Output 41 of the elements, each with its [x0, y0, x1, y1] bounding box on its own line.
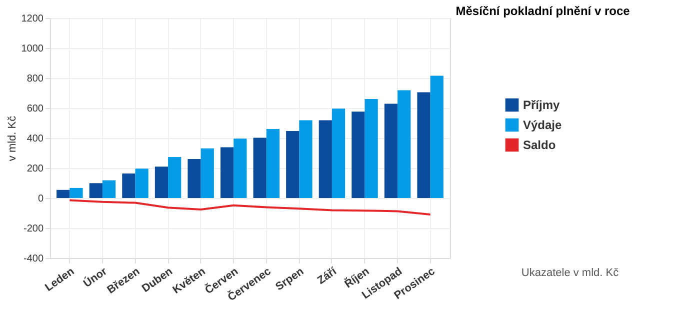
bar: [135, 168, 148, 198]
line-series: [68, 199, 432, 216]
legend-label: Saldo: [523, 138, 556, 152]
bar: [318, 120, 332, 198]
bar: [200, 148, 214, 198]
bar: [417, 92, 430, 198]
bar: [102, 180, 116, 198]
y-tick-label: 400: [26, 134, 44, 144]
y-axis-title: v mld. Kč: [6, 115, 18, 162]
y-tick-label: 1200: [21, 14, 44, 24]
legend-label: Příjmy: [523, 98, 560, 112]
bar: [188, 159, 201, 198]
bar: [253, 138, 266, 198]
bar: [234, 138, 247, 198]
y-tick-label: -400: [23, 254, 44, 264]
text: Měsíční pokladní plnění v roce: [456, 4, 630, 18]
x-tick-label: Září: [315, 264, 340, 287]
bar: [430, 76, 444, 198]
bar: [384, 104, 398, 198]
y-tick-label: 600: [26, 104, 44, 114]
bar: [122, 174, 136, 198]
bar: [398, 90, 411, 198]
bar: [168, 157, 182, 198]
bar: [286, 130, 300, 198]
bar: [56, 190, 70, 198]
y-tick-label: -200: [23, 224, 44, 234]
bar: [220, 147, 234, 198]
bar: [364, 99, 378, 198]
bar: [332, 108, 346, 198]
text: Ukazatele v mld. Kč: [521, 267, 620, 279]
bar: [89, 183, 102, 198]
y-tick-label: 1000: [21, 44, 44, 54]
legend-label: Výdaje: [523, 118, 562, 132]
bar: [154, 166, 168, 198]
bar: [352, 112, 365, 198]
bar: [266, 129, 280, 198]
y-tick-label: 800: [26, 74, 44, 84]
y-tick-label: 0: [38, 194, 44, 204]
bar: [299, 120, 312, 198]
bar: [70, 188, 83, 198]
y-tick-label: 200: [26, 164, 44, 174]
